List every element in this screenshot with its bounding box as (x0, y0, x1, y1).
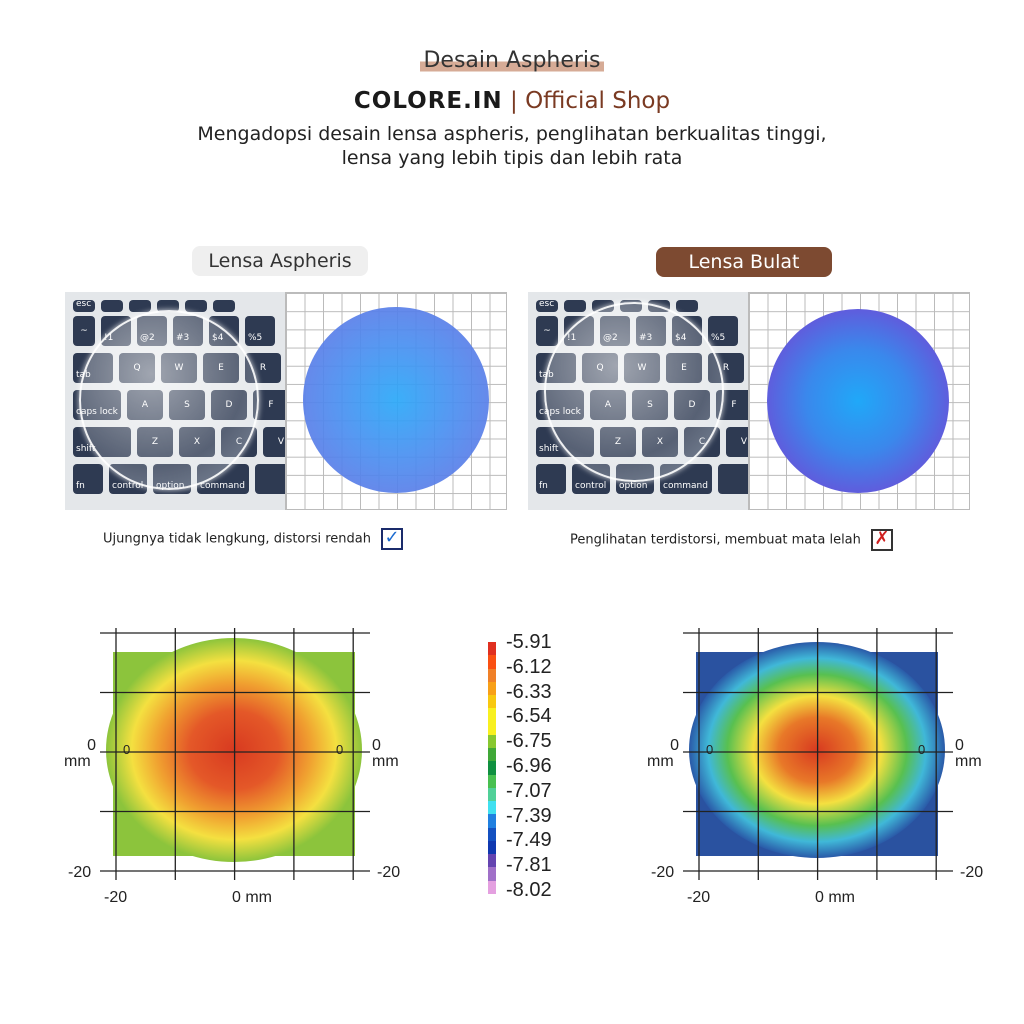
center-marker: 0 (123, 742, 131, 757)
legend-label: -6.96 (506, 754, 552, 777)
legend-swatch (488, 827, 496, 841)
legend-swatch (488, 801, 496, 815)
grid-spherical (748, 292, 970, 510)
legend-swatch (488, 867, 496, 881)
caption-spherical: Penglihatan terdistorsi, membuat mata le… (570, 529, 893, 551)
legend-swatch (488, 774, 496, 788)
brand-logo: COLORE.IN (353, 88, 503, 114)
page-title: Desain Aspheris (0, 48, 1024, 73)
axis-label: 0 (87, 737, 96, 754)
axis-label: 0 mm (232, 889, 272, 906)
keyboard-photo-spherical: esc~!1@2#3$4%5tabQWERTcaps lockASDFGshif… (528, 292, 748, 510)
legend-swatch (488, 695, 496, 709)
keyboard-key (157, 300, 179, 312)
lens-circle (767, 309, 949, 493)
legend-swatch (488, 814, 496, 828)
keyboard-key: esc (73, 299, 95, 312)
legend-swatch (488, 642, 496, 656)
keyboard-key: V (263, 427, 285, 457)
axis-label: -20 (687, 889, 711, 906)
heatmaps (100, 628, 953, 880)
keyboard-key (185, 300, 207, 312)
legend-label: -7.39 (506, 804, 552, 827)
legend-swatch (488, 854, 496, 868)
legend-label: -6.12 (506, 655, 552, 678)
legend-swatch (488, 787, 496, 801)
keyboard-key: ~ (536, 316, 558, 346)
legend-swatch (488, 721, 496, 735)
axis-label: mm (647, 753, 674, 770)
x-mark-icon: ✗ (870, 529, 893, 551)
legend-label: -5.91 (506, 631, 552, 653)
legend-swatch (488, 734, 496, 748)
keyboard-key (676, 300, 698, 312)
keyboard-key: fn (73, 464, 103, 494)
keyboard-photo-aspheric: esc~!1@2#3$4%5tabQWERTcaps lockASDFGshif… (65, 292, 285, 510)
keyboard-key (718, 464, 748, 494)
axis-label: mm (372, 753, 399, 770)
keyboard-key: ~ (73, 316, 95, 346)
legend-label: -8.02 (506, 878, 552, 901)
brand: COLORE.IN | Official Shop (353, 88, 671, 114)
legend-swatch (488, 880, 496, 894)
axis-label: 0 (372, 737, 381, 754)
keyboard-key (564, 300, 586, 312)
keyboard-key: fn (536, 464, 566, 494)
keyboard-key: esc (536, 299, 558, 312)
axis-label: -20 (68, 864, 92, 881)
center-marker: 0 (336, 742, 344, 757)
legend-swatch (488, 681, 496, 695)
legend-swatch (488, 748, 496, 762)
axis-label: -20 (104, 889, 128, 906)
axis-label: 0 (955, 737, 964, 754)
keyboard-key: %5 (708, 316, 738, 346)
brand-shop: Official Shop (525, 88, 671, 114)
keyboard-key: %5 (245, 316, 275, 346)
axis-label: -20 (377, 864, 401, 881)
axis-label: 0 (670, 737, 679, 754)
axis-label: -20 (651, 864, 675, 881)
axis-label: 0 mm (815, 889, 855, 906)
legend-label: -6.75 (506, 730, 552, 753)
subtitle: Mengadopsi desain lensa aspheris, pengli… (197, 123, 827, 169)
legend-label: -6.33 (506, 680, 552, 703)
legend-swatch (488, 761, 496, 775)
checkbox-checked-icon: ✓ (381, 528, 404, 550)
legend-swatch (488, 668, 496, 682)
axis-label: mm (955, 753, 982, 770)
lens-glass-overlay (79, 310, 259, 490)
keyboard-key (129, 300, 151, 312)
center-marker: 0 (706, 742, 714, 757)
keyboard-key (255, 464, 285, 494)
legend-swatch (488, 840, 496, 854)
grid-aspheric (285, 292, 507, 510)
legend-labels: -5.91 -6.12 -6.33 -6.54 -6.75 -6.96 -7.07 -7.39… (506, 630, 552, 903)
legend-colorbar (488, 642, 496, 894)
legend-swatch (488, 708, 496, 722)
keyboard-key (101, 300, 123, 312)
legend-label: -7.81 (506, 854, 552, 877)
axis-label: -20 (960, 864, 984, 881)
lens-circle (303, 307, 489, 493)
center-marker: 0 (918, 742, 926, 757)
keyboard-key (213, 300, 235, 312)
label-spherical: Lensa Bulat (656, 247, 832, 277)
caption-aspheric: Ujungnya tidak lengkung, distorsi rendah… (103, 528, 404, 550)
keyboard-key: V (726, 427, 748, 457)
label-aspheric: Lensa Aspheris (192, 246, 368, 276)
lens-glass-overlay (544, 302, 724, 482)
legend-label: -7.49 (506, 829, 552, 852)
legend-swatch (488, 655, 496, 669)
legend-label: -6.54 (506, 705, 552, 728)
axis-label: mm (64, 753, 91, 770)
legend-label: -7.07 (506, 779, 552, 802)
